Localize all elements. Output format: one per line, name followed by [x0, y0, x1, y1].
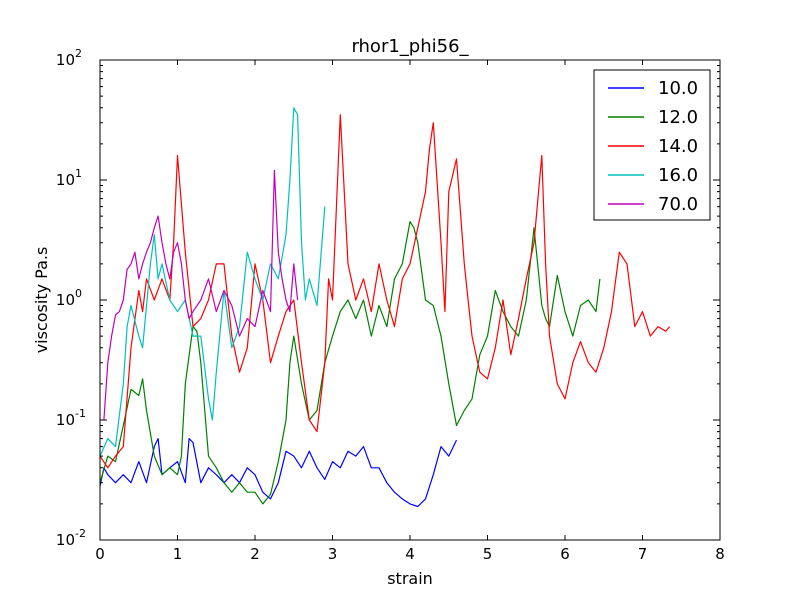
x-tick-label-3: 3	[328, 545, 338, 563]
legend-label-0: 10.0	[658, 78, 698, 99]
legend: 10.0 12.0 14.0 16.0 70.0	[593, 69, 711, 221]
x-tick-label-0: 0	[95, 545, 105, 563]
y-axis-label: viscosity Pa.s	[32, 247, 51, 354]
legend-label-3: 16.0	[658, 165, 698, 186]
series-line-2	[99, 114, 671, 469]
series-line-4	[103, 169, 299, 421]
y-tick-label-0: 10	[56, 531, 75, 549]
series-line-3	[99, 107, 326, 457]
x-tick-label-5: 5	[483, 545, 493, 563]
y-tick-label-4: 10	[56, 51, 75, 69]
y-tick-label-2: 10	[56, 291, 75, 309]
legend-label-1: 12.0	[658, 107, 698, 128]
series-line-1	[99, 221, 601, 505]
x-tick-label-6: 6	[560, 545, 570, 563]
x-tick-label-4: 4	[405, 545, 415, 563]
x-tick-label-2: 2	[250, 545, 260, 563]
x-tick-label-8: 8	[715, 545, 725, 563]
y-tick-exponent-1: -1	[75, 407, 86, 420]
y-tick-label-1: 10	[56, 411, 75, 429]
legend-frame	[593, 69, 711, 221]
y-tick-exponent-2: 0	[75, 287, 82, 300]
x-tick-label-7: 7	[638, 545, 648, 563]
series-line-0	[99, 438, 458, 508]
x-tick-label-1: 1	[173, 545, 183, 563]
y-tick-exponent-4: 2	[75, 47, 82, 60]
legend-label-4: 70.0	[658, 194, 698, 215]
y-tick-label-3: 10	[56, 171, 75, 189]
y-tick-exponent-3: 1	[75, 167, 82, 180]
series-layer	[99, 107, 671, 508]
chart-title: rhor1_phi56_	[351, 36, 469, 57]
legend-label-2: 14.0	[658, 136, 698, 157]
x-axis-label: strain	[387, 569, 433, 588]
y-tick-exponent-0: -2	[75, 527, 86, 540]
